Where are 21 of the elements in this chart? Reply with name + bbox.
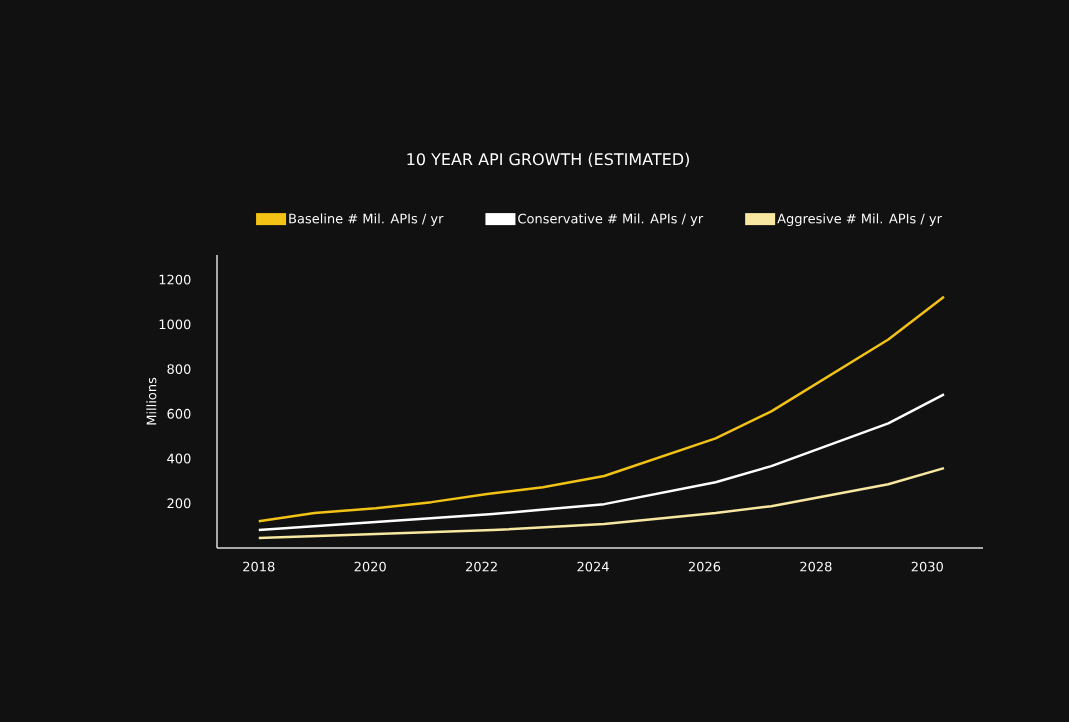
line-series	[257, 393, 946, 532]
legend-label: Conservative # Mil. APIs / yr	[518, 213, 704, 226]
legend-label: Baseline # Mil. APIs / yr	[289, 213, 444, 226]
x-tick-label: 2030	[911, 561, 943, 572]
y-tick-label: 600	[167, 408, 191, 419]
x-tick-label: 2022	[466, 561, 497, 572]
y-tick-label: 1200	[159, 274, 191, 285]
chart-title: 10 YEAR API GROWTH (ESTIMATED)	[407, 152, 689, 168]
line-series	[257, 466, 946, 540]
y-tick-label: 1000	[159, 319, 191, 330]
line-series	[257, 295, 946, 523]
y-tick-label: 400	[167, 453, 191, 464]
y-tick-label: 800	[167, 364, 191, 374]
legend-label: Aggresive # Mil. APIs / yr	[777, 213, 942, 226]
x-tick-label: 2024	[577, 561, 609, 572]
x-tick-label: 2026	[688, 561, 721, 572]
x-tick-label: 2018	[243, 561, 275, 572]
x-tick-label: 2020	[354, 561, 386, 572]
y-axis-title: Millions	[146, 377, 157, 425]
x-tick-label: 2028	[800, 561, 832, 572]
y-tick-label: 200	[167, 498, 191, 509]
